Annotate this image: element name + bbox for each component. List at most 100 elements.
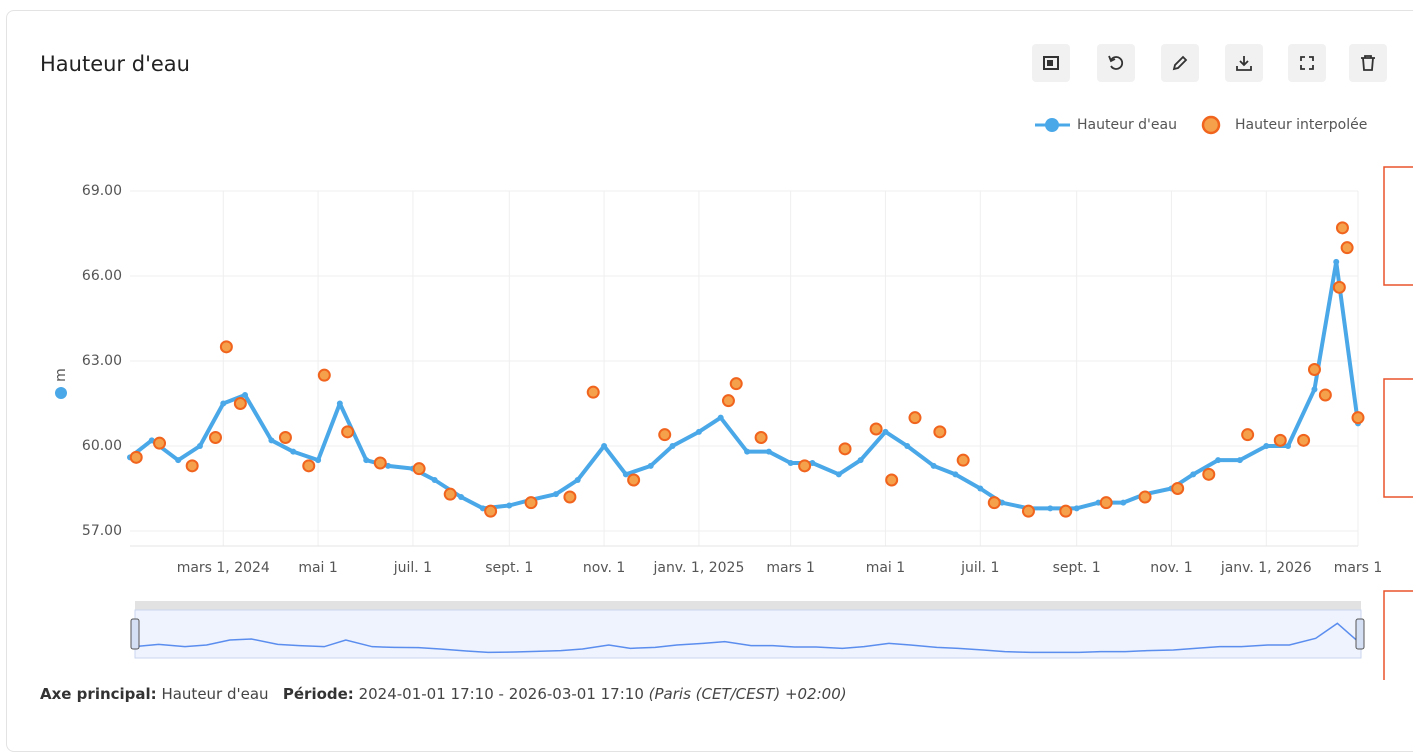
interpolated-point xyxy=(586,385,600,399)
data-point xyxy=(1236,457,1243,464)
panel-title: Hauteur d'eau xyxy=(40,52,190,76)
interpolated-point xyxy=(1351,411,1365,425)
interpolated-point xyxy=(129,450,143,464)
data-point xyxy=(882,428,889,435)
data-point xyxy=(290,448,297,455)
interpolated-point xyxy=(658,428,672,442)
data-point xyxy=(1333,258,1340,265)
y-tick-label: 60.00 xyxy=(82,438,122,454)
data-point xyxy=(601,443,608,449)
data-point xyxy=(268,437,275,444)
interpolated-point xyxy=(341,425,355,439)
interpolated-point xyxy=(563,490,577,504)
data-point xyxy=(765,448,772,455)
x-tick-label: juil. 1 xyxy=(960,560,999,576)
interpolated-point xyxy=(1059,504,1073,518)
interpolated-point xyxy=(1332,280,1346,294)
data-point xyxy=(1311,386,1318,393)
period-value: 2024-01-01 17:10 - 2026-03-01 17:10 xyxy=(358,685,644,703)
side-box xyxy=(1383,590,1413,680)
chart: m 57.00 60.00 63.00 66.00 69.00 mars 1, 2024 m… xyxy=(53,115,1413,680)
interpolated-point xyxy=(956,453,970,467)
interpolated-point xyxy=(721,394,735,408)
interpolated-point xyxy=(219,340,233,354)
y-tick-label: 63.00 xyxy=(82,353,122,369)
x-tick-label: sept. 1 xyxy=(1053,560,1101,576)
x-tick-label: mars 1 xyxy=(766,560,815,576)
interpolated-point xyxy=(838,442,852,456)
data-point xyxy=(717,414,724,421)
x-tick-label: sept. 1 xyxy=(485,560,533,576)
slider-handle[interactable] xyxy=(130,618,140,650)
interpolated-point xyxy=(302,459,316,473)
interpolated-point xyxy=(754,431,768,444)
x-tick-label: nov. 1 xyxy=(1150,560,1192,576)
legend-marker xyxy=(1045,118,1059,132)
reset-button[interactable] xyxy=(1097,44,1135,82)
interpolated-point xyxy=(278,431,292,444)
x-tick-label: juil. 1 xyxy=(393,560,432,576)
data-point xyxy=(744,448,751,455)
delete-button[interactable] xyxy=(1349,44,1387,82)
data-point xyxy=(1263,443,1270,449)
interpolated-point xyxy=(317,368,331,382)
data-point xyxy=(787,460,794,466)
range-slider[interactable] xyxy=(134,609,1362,659)
data-point xyxy=(904,443,911,449)
data-point xyxy=(242,392,249,398)
page: Hauteur d'eau m 57.00 60.00 63.00 66.00 69.0… xyxy=(6,10,1413,752)
x-tick-label: janv. 1, 2026 xyxy=(1220,560,1312,576)
y-tick-label: 66.00 xyxy=(82,268,122,284)
x-tick-label: nov. 1 xyxy=(583,560,625,576)
legend-marker xyxy=(1201,115,1221,135)
interpolated-point xyxy=(1241,428,1255,442)
edit-button[interactable] xyxy=(1161,44,1199,82)
side-box xyxy=(1383,166,1413,286)
data-point xyxy=(1120,499,1127,506)
x-tick-label: janv. 1, 2025 xyxy=(652,560,744,576)
x-tick-label: mars 1 xyxy=(1334,560,1383,576)
slider-line xyxy=(136,622,1360,654)
slider-handle[interactable] xyxy=(1355,618,1365,650)
data-point xyxy=(315,457,322,464)
interpolated-point xyxy=(1021,504,1035,518)
interpolated-point xyxy=(233,397,247,410)
data-point xyxy=(977,485,984,492)
data-point xyxy=(857,457,864,464)
interpolated-point xyxy=(869,422,883,436)
interpolated-point xyxy=(885,473,899,487)
slider-bar xyxy=(135,601,1361,610)
data-point xyxy=(363,457,370,464)
interpolated-point xyxy=(1138,490,1152,504)
download-button[interactable] xyxy=(1225,44,1263,82)
data-point xyxy=(574,477,581,483)
axis-label: Axe principal: xyxy=(40,685,157,703)
interpolated-point xyxy=(1335,221,1349,235)
legend-label: Hauteur interpolée xyxy=(1235,117,1367,133)
x-tick-label: mars 1, 2024 xyxy=(177,560,270,576)
image-button[interactable] xyxy=(1032,44,1070,82)
interpolated-point xyxy=(1297,433,1311,447)
interpolated-point xyxy=(1099,496,1113,510)
interpolated-point xyxy=(1307,363,1321,376)
data-point xyxy=(1190,471,1197,478)
interpolated-point xyxy=(208,431,222,444)
data-point xyxy=(458,494,465,500)
data-point xyxy=(552,491,559,498)
data-point xyxy=(1073,505,1080,512)
data-point xyxy=(220,400,227,407)
interpolated-point xyxy=(908,411,922,425)
interpolated-point xyxy=(443,487,457,501)
interpolated-point xyxy=(729,377,743,391)
footer: Axe principal: Hauteur d'eau Période: 20… xyxy=(40,685,847,703)
x-tick-label: mai 1 xyxy=(866,560,905,576)
fullscreen-button[interactable] xyxy=(1288,44,1326,82)
y-tick-label: 57.00 xyxy=(82,523,122,539)
data-point xyxy=(930,462,937,469)
data-point xyxy=(1047,505,1054,512)
interpolated-point xyxy=(484,504,498,518)
y-axis-marker xyxy=(55,387,67,399)
x-tick-label: mai 1 xyxy=(298,560,337,576)
interpolated-point xyxy=(1171,482,1185,495)
data-point xyxy=(506,502,513,509)
